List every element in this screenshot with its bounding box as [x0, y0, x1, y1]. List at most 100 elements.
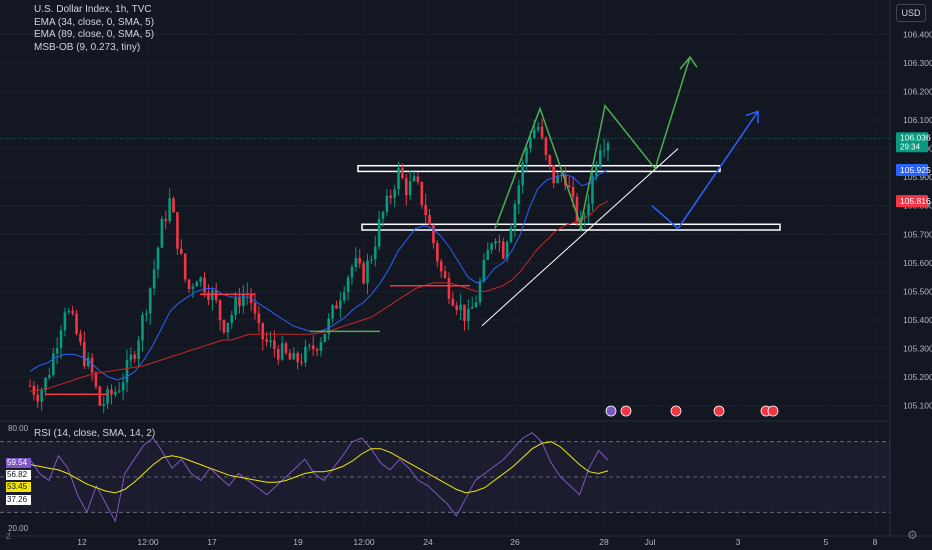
ema89-price-label: 105.816 — [900, 196, 931, 206]
time-tick-label: 3 — [736, 537, 741, 547]
candle-body — [385, 195, 389, 213]
event-marker-icon — [670, 405, 682, 417]
ema89-badge — [896, 195, 928, 208]
candle-body — [366, 260, 369, 284]
event-markers[interactable] — [605, 405, 779, 417]
candle-body — [401, 167, 404, 179]
candle-body — [145, 313, 148, 315]
candle-body — [428, 214, 431, 225]
candle-body — [117, 390, 121, 392]
candle-body — [335, 305, 338, 309]
price-tick-label: 105.900 — [903, 172, 932, 182]
candle-body — [253, 303, 257, 314]
grid-lines — [0, 0, 932, 537]
symbol-title[interactable]: U.S. Dollar Index, 1h, TVC — [34, 4, 152, 15]
candle-body — [276, 349, 280, 360]
msb-ob-legend[interactable]: MSB-OB (9, 0.273, tiny) — [34, 41, 141, 53]
candle-body — [86, 357, 90, 367]
timezone-label[interactable]: Z — [6, 532, 11, 541]
price-tick-label: 105.300 — [903, 344, 932, 354]
candle-body — [602, 150, 606, 152]
candle-body — [280, 343, 284, 360]
candle-body — [265, 339, 268, 342]
candle-body — [451, 298, 455, 306]
ema34-badge — [896, 164, 928, 176]
candle-body — [257, 313, 261, 324]
candle-body — [474, 302, 478, 308]
candle-body — [79, 333, 82, 342]
ema89-line — [29, 200, 609, 392]
candle-body — [106, 389, 109, 404]
time-tick-label: 12:00 — [353, 537, 375, 547]
drawings-layer — [45, 55, 759, 396]
lower-zone — [361, 223, 781, 231]
candle-body — [71, 310, 74, 314]
candle-body — [381, 212, 385, 219]
candle-body — [75, 313, 78, 334]
current-price-badge — [896, 132, 928, 153]
time-tick-label: 24 — [423, 537, 433, 547]
candle-body — [467, 308, 470, 322]
candle-body — [83, 341, 86, 367]
candle-body — [59, 330, 63, 349]
candle-body — [370, 259, 373, 261]
candle-body — [575, 196, 579, 222]
candle-body — [342, 292, 346, 301]
candle-body — [595, 166, 598, 177]
candle-body — [292, 352, 296, 360]
candle-body — [164, 218, 168, 222]
candle-body — [172, 198, 175, 213]
candle-body — [505, 241, 509, 259]
candle-body — [389, 195, 393, 198]
rsi-tag-lower-band: 37.26 — [6, 495, 31, 505]
candle-body — [211, 290, 214, 300]
candle-body — [548, 155, 552, 165]
candle-body — [323, 333, 327, 342]
candle-body — [556, 175, 559, 184]
ema89-legend[interactable]: EMA (89, close, 0, SMA, 5) — [34, 29, 155, 40]
candle-body — [311, 345, 315, 350]
candle-body — [432, 224, 435, 244]
candle-body — [191, 286, 195, 289]
rsi-tag-value: 59.54 — [6, 458, 31, 468]
candles-layer — [28, 118, 610, 414]
candle-body — [327, 318, 330, 334]
candle-body — [339, 300, 342, 309]
rsi-legend[interactable]: RSI (14, close, SMA, 14, 2) — [34, 428, 156, 439]
candle-body — [606, 143, 610, 151]
ema34-legend[interactable]: EMA (34, close, 0, SMA, 5) — [34, 16, 155, 28]
candle-body — [455, 305, 459, 311]
candle-body — [350, 267, 354, 278]
candle-body — [110, 389, 113, 395]
indicator-legend: U.S. Dollar Index, 1h, TVC EMA (34, clos… — [34, 4, 154, 54]
currency-button[interactable]: USD — [896, 4, 926, 22]
candle-body — [308, 345, 311, 347]
ema-layer — [29, 169, 609, 392]
candle-body — [498, 240, 501, 242]
candle-body — [587, 203, 590, 217]
candle-body — [346, 277, 350, 293]
candle-body — [509, 227, 513, 242]
candle-body — [67, 310, 71, 313]
price-tick-label: 106.400 — [903, 29, 932, 39]
candle-body — [222, 320, 226, 333]
candle-body — [125, 360, 129, 383]
candle-body — [591, 176, 594, 204]
time-axis[interactable]: 12 12:00 17 19 12:00 24 26 28 Jul 3 5 8 — [77, 537, 877, 547]
candle-body — [377, 218, 381, 247]
gear-icon[interactable]: ⚙ — [907, 528, 918, 542]
candle-body — [443, 271, 447, 278]
candle-body — [486, 250, 490, 260]
candle-body — [288, 352, 292, 360]
price-axis[interactable]: 106.400106.300106.200106.100106.000105.9… — [896, 29, 932, 411]
candle-body — [183, 253, 187, 280]
candle-body — [141, 314, 144, 341]
candle-body — [296, 352, 299, 362]
candle-body — [273, 340, 276, 350]
candle-body — [102, 403, 106, 406]
candle-body — [148, 288, 152, 314]
candle-body — [525, 147, 528, 163]
green-arrow-head — [679, 55, 698, 70]
candle-body — [32, 385, 36, 395]
